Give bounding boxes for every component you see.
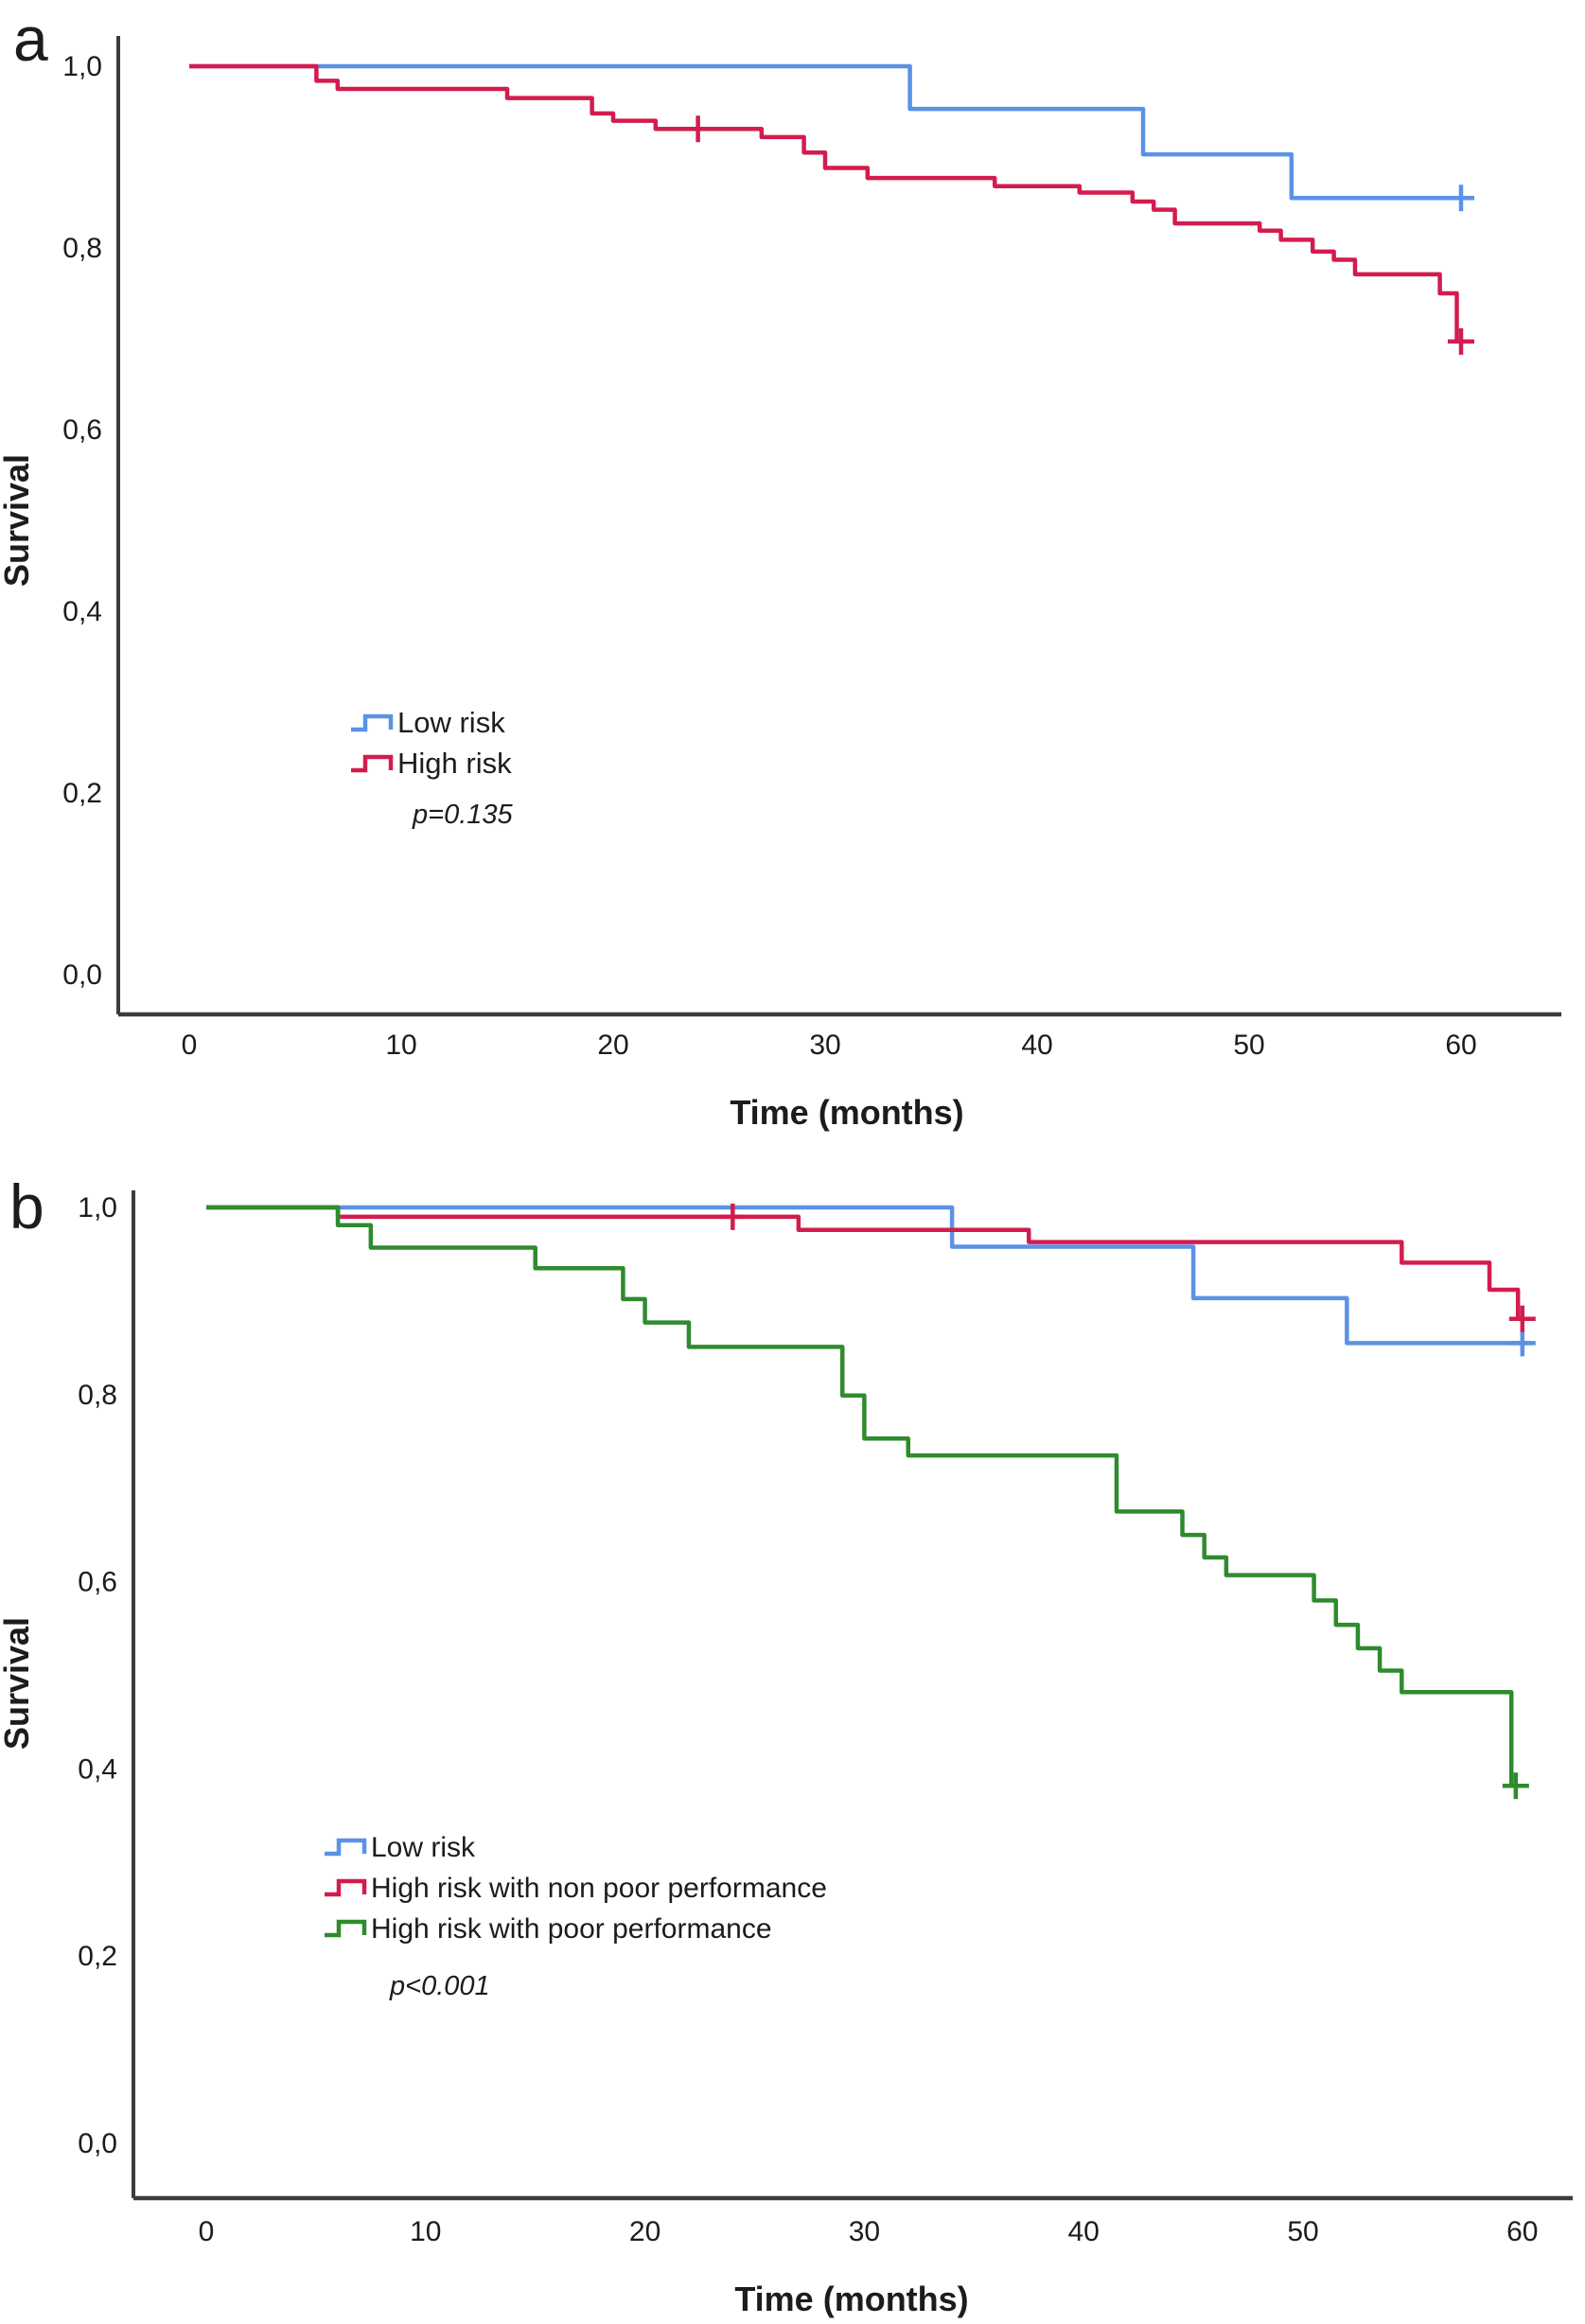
legend-swatch-low-risk bbox=[325, 1838, 367, 1857]
censor-mark-high-risk-with-poor-performance bbox=[1502, 1772, 1529, 1800]
y-tick-label: 0,2 bbox=[62, 778, 102, 809]
y-tick-label: 0,0 bbox=[78, 2128, 117, 2159]
legend-swatch-low-risk bbox=[351, 713, 394, 732]
y-tick-label: 0,6 bbox=[62, 414, 102, 446]
axes-panel-b: 1,0 0,8 0,6 0,4 0,2 0,0 0 10 20 30 40 50 60 bbox=[78, 1190, 1573, 2247]
km-curve-high-risk-with-poor-performance bbox=[206, 1205, 1523, 1788]
x-tick-label: 30 bbox=[809, 1030, 840, 1061]
legend-label: Low risk bbox=[397, 706, 505, 739]
y-tick-label: 0,0 bbox=[62, 960, 102, 991]
legend-swatch-high-risk bbox=[351, 754, 394, 773]
panel-letter-b: b bbox=[9, 1171, 44, 1241]
x-tick-label: 50 bbox=[1233, 1030, 1264, 1061]
y-axis-title: Survival bbox=[0, 1617, 36, 1750]
series-high-risk-with-poor-performance bbox=[206, 1205, 1529, 1800]
legend-item-high-risk: High risk bbox=[351, 747, 512, 780]
km-curve-low-risk bbox=[189, 63, 1470, 201]
legend-item-low-risk: Low risk bbox=[351, 706, 505, 739]
legend-swatch-high-risk-with-non-poor-performance bbox=[325, 1878, 367, 1897]
series-low-risk bbox=[206, 1205, 1536, 1357]
x-tick-label: 60 bbox=[1506, 2216, 1538, 2247]
p-value-panel-a: p=0.135 bbox=[412, 800, 514, 830]
km-curve-high-risk-with-non-poor-performance bbox=[206, 1205, 1532, 1321]
y-tick-label: 0,6 bbox=[78, 1567, 117, 1598]
y-tick-label: 0,4 bbox=[62, 596, 102, 627]
legend-item-high-risk-with-non-poor-performance: High risk with non poor performance bbox=[325, 1873, 827, 1904]
x-tick-label: 0 bbox=[182, 1030, 198, 1061]
x-axis-title: Time (months) bbox=[730, 1093, 963, 1132]
x-tick-label: 40 bbox=[1021, 1030, 1052, 1061]
censor-mark-high-risk bbox=[1448, 327, 1474, 355]
km-curve-low-risk bbox=[206, 1205, 1532, 1346]
panel-a-chart: 1,0 0,8 0,6 0,4 0,2 0,0 0 10 20 30 40 50 60 Time (mon… bbox=[0, 4, 1561, 1132]
y-tick-label: 0,8 bbox=[62, 233, 102, 264]
p-value-panel-b: p<0.001 bbox=[389, 1971, 490, 2001]
y-axis-title: Survival bbox=[0, 454, 36, 587]
series-high-risk-with-non-poor-performance bbox=[206, 1203, 1536, 1332]
x-tick-label: 10 bbox=[385, 1030, 416, 1061]
x-tick-label: 60 bbox=[1445, 1030, 1476, 1061]
legend-swatch-high-risk-with-poor-performance bbox=[325, 1919, 367, 1938]
legend-panel-b: Low risk High risk with non poor performa… bbox=[325, 1832, 827, 1945]
censor-mark-high-risk-with-non-poor-performance bbox=[719, 1203, 747, 1230]
x-tick-label: 10 bbox=[410, 2216, 441, 2247]
censor-mark-low-risk bbox=[1508, 1329, 1536, 1357]
y-tick-label: 0,8 bbox=[78, 1380, 117, 1411]
legend-label: High risk with poor performance bbox=[371, 1913, 772, 1945]
x-tick-label: 40 bbox=[1068, 2216, 1100, 2247]
panel-b-chart: 1,0 0,8 0,6 0,4 0,2 0,0 0 10 20 30 40 50 60 Time (mon… bbox=[0, 1171, 1573, 2318]
legend-item-low-risk: Low risk bbox=[325, 1832, 476, 1863]
series-high-risk bbox=[189, 63, 1474, 355]
panel-letter-a: a bbox=[13, 4, 48, 74]
y-tick-label: 1,0 bbox=[78, 1192, 117, 1224]
x-tick-label: 20 bbox=[597, 1030, 628, 1061]
legend-label: High risk bbox=[397, 747, 512, 780]
censor-mark-low-risk bbox=[1448, 185, 1474, 212]
legend-label: High risk with non poor performance bbox=[371, 1873, 827, 1904]
km-curve-high-risk bbox=[189, 63, 1466, 344]
y-tick-label: 1,0 bbox=[62, 51, 102, 82]
axes-panel-a: 1,0 0,8 0,6 0,4 0,2 0,0 0 10 20 30 40 50 60 bbox=[62, 36, 1561, 1061]
y-tick-label: 0,4 bbox=[78, 1753, 117, 1785]
x-tick-label: 30 bbox=[849, 2216, 880, 2247]
y-tick-label: 0,2 bbox=[78, 1941, 117, 1972]
censor-mark-high-risk bbox=[684, 115, 712, 143]
x-tick-label: 50 bbox=[1287, 2216, 1318, 2247]
x-axis-title: Time (months) bbox=[734, 2280, 968, 2318]
x-tick-label: 20 bbox=[629, 2216, 660, 2247]
legend-panel-a: Low risk High risk bbox=[351, 706, 512, 780]
x-tick-label: 0 bbox=[199, 2216, 215, 2247]
legend-item-high-risk-with-poor-performance: High risk with poor performance bbox=[325, 1913, 772, 1945]
legend-label: Low risk bbox=[371, 1832, 476, 1863]
series-low-risk bbox=[189, 63, 1474, 212]
censor-mark-high-risk-with-non-poor-performance bbox=[1508, 1305, 1536, 1332]
